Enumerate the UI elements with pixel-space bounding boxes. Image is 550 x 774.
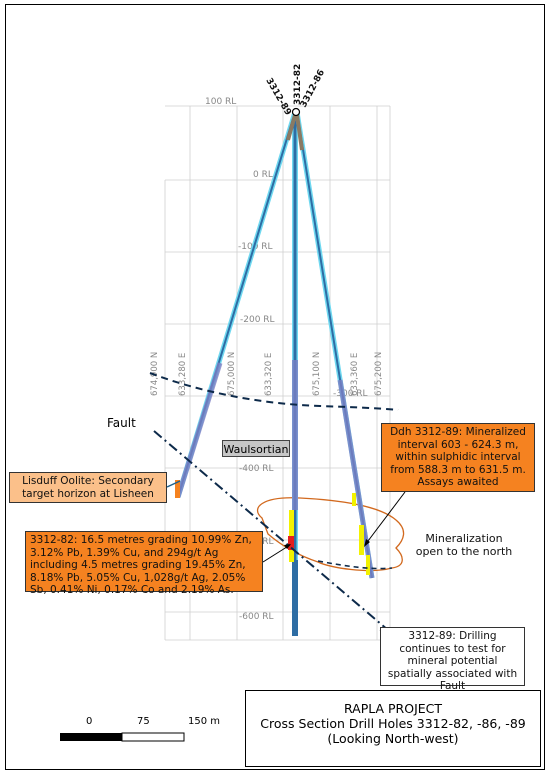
easting-label-633280: 633,280 E [178, 353, 188, 396]
callout-hole-89: Ddh 3312-89: Mineralized interval 603 - … [381, 423, 535, 492]
leader-89 [364, 491, 406, 546]
leader-82-arrow [284, 544, 291, 549]
northing-label-675200: 675,200 N [374, 352, 384, 396]
scale-tick-75: 75 [137, 716, 150, 727]
drill-hole-82 [292, 112, 298, 636]
hole-label-82: 3312-82 [293, 64, 303, 105]
grade-interval-82 [288, 536, 294, 550]
easting-label-633360: 633,360 E [350, 353, 360, 396]
figure-frame [5, 4, 545, 770]
callout-hole-82: 3312-82: 16.5 metres grading 10.99% Zn, … [25, 531, 263, 596]
hole-label-86: 3312-86 [299, 68, 327, 109]
leader-lisduff [166, 480, 181, 488]
collar-overburden [286, 114, 297, 141]
collar-overburden-86 [295, 114, 304, 151]
waulsortian-label: Waulsortian [222, 440, 290, 457]
callout-lisduff: Lisduff Oolite: Secondary target horizon… [9, 472, 167, 503]
fault-line [153, 430, 396, 637]
mineral-interval-86 [366, 555, 370, 575]
scale-tick-150: 150 m [188, 716, 221, 727]
hole-label-89: 3312-89 [263, 77, 292, 118]
rl-label-m400: -400 RL [239, 464, 274, 474]
scale-tick-0: 0 [86, 716, 93, 727]
northing-label-675100: 675,100 N [312, 352, 322, 396]
section-title: Cross Section Drill Holes 3312-82, -86, … [260, 716, 526, 731]
lisduff-interval-89 [175, 480, 180, 498]
mineralization-label: Mineralization open to the north [415, 532, 513, 558]
rl-label-0: 0 RL [253, 170, 273, 180]
title-block: RAPLA PROJECT Cross Section Drill Holes … [245, 690, 541, 767]
view-direction: (Looking North-west) [327, 731, 459, 746]
mineralization-envelope [256, 497, 405, 572]
rl-label-m200: -200 RL [240, 315, 275, 325]
fault-label: Fault [107, 416, 136, 430]
leader-89-arrow [364, 539, 370, 547]
drill-hole-89 [175, 111, 298, 498]
leader-82 [262, 544, 291, 563]
sulphide-interval-86 [359, 525, 364, 555]
rl-label-m600: -600 RL [239, 612, 274, 622]
collar-marker [291, 107, 301, 117]
lower-contact [317, 560, 393, 570]
scale-bar [60, 732, 185, 742]
sulphide-interval-86-upper [352, 493, 356, 506]
waulsortian-contact [149, 372, 399, 411]
easting-label-633320: 633,320 E [264, 353, 274, 396]
callout-fault-note: 3312-89: Drilling continues to test for … [380, 627, 525, 692]
drill-hole-86 [294, 111, 375, 579]
rl-label-m300: -300 RL [333, 389, 368, 399]
project-title: RAPLA PROJECT [343, 701, 443, 716]
northing-label-675000: 675,000 N [227, 352, 237, 396]
rl-label-100: 100 RL [205, 97, 236, 107]
